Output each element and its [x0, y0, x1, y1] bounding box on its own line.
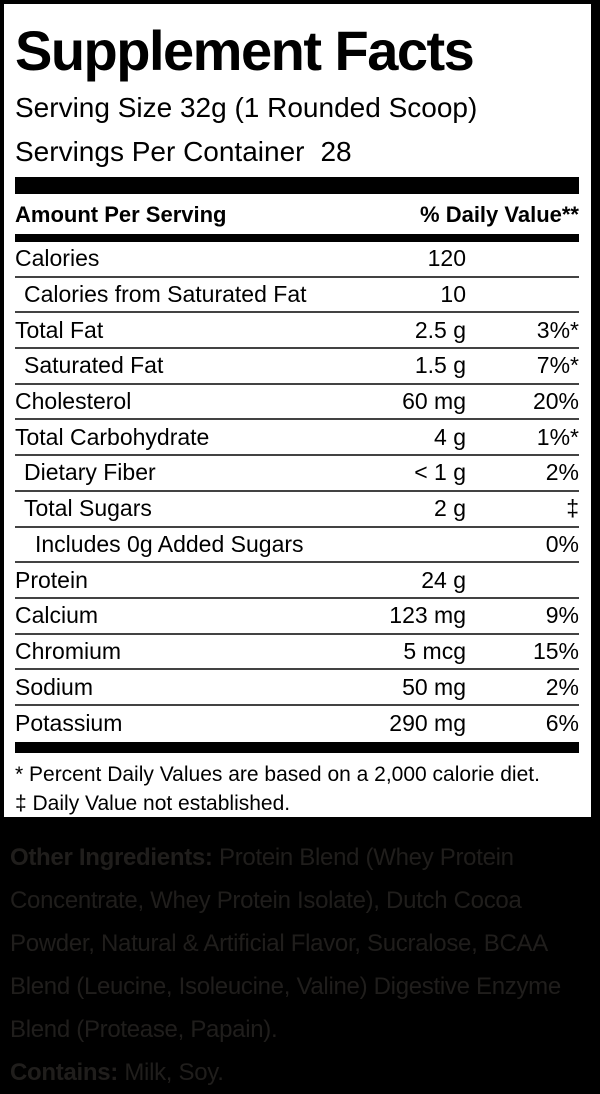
contains-label: Contains: — [10, 1059, 118, 1086]
row-label: Total Fat — [15, 316, 104, 343]
row-daily-value: 1%* — [536, 423, 579, 450]
servings-per-container-line: Servings Per Container 28 — [15, 134, 579, 170]
row-daily-value: 2% — [545, 459, 579, 486]
table-row-sodium: Sodium 50 mg 2% — [15, 670, 579, 706]
servings-per-container-value: 28 — [320, 136, 352, 167]
row-amount: 2.5 g — [414, 316, 466, 343]
footnote-daily-value-not-established: ‡ Daily Value not established. — [15, 791, 291, 815]
row-amount: 1.5 g — [414, 352, 466, 379]
daily-value-header: % Daily Value** — [420, 202, 579, 227]
row-amount: 123 mg — [389, 602, 466, 629]
separator-bar-thick — [15, 177, 579, 194]
table-row-saturated-fat: Saturated Fat 1.5 g 7%* — [15, 349, 579, 385]
ingredients-section: Other Ingredients: Protein Blend (Whey P… — [0, 817, 600, 1094]
row-daily-value: 0% — [545, 530, 579, 557]
row-daily-value: ‡ — [566, 495, 579, 522]
supplement-facts-label: Supplement Facts Serving Size 32g (1 Rou… — [4, 4, 591, 817]
table-row-total-carbohydrate: Total Carbohydrate 4 g 1%* — [15, 420, 579, 457]
table-row-calories-from-saturated-fat: Calories from Saturated Fat 10 — [15, 278, 579, 314]
facts-table: Calories 120 Calories from Saturated Fat… — [15, 242, 579, 742]
table-row-cholesterol: Cholesterol 60 mg 20% — [15, 385, 579, 421]
row-amount: 60 mg — [402, 388, 466, 415]
separator-bar-medium — [15, 234, 579, 242]
serving-size-line: Serving Size 32g (1 Rounded Scoop) — [15, 92, 478, 123]
row-label: Chromium — [15, 637, 122, 664]
row-daily-value: 9% — [545, 602, 579, 629]
row-label: Total Sugars — [24, 495, 152, 522]
row-amount: 50 mg — [402, 673, 466, 700]
table-row-total-sugars: Total Sugars 2 g ‡ — [15, 492, 579, 528]
row-daily-value: 20% — [532, 388, 579, 415]
row-amount: < 1 g — [414, 459, 466, 486]
facts-title: Supplement Facts — [15, 19, 475, 82]
row-daily-value: 7%* — [536, 352, 579, 379]
row-daily-value: 6% — [545, 710, 579, 737]
separator-bar-bottom — [15, 741, 579, 753]
table-row-added-sugars: Includes 0g Added Sugars 0% — [15, 528, 579, 564]
row-label: Sodium — [15, 673, 93, 700]
table-row-dietary-fiber: Dietary Fiber < 1 g 2% — [15, 456, 579, 492]
row-label: Calories from Saturated Fat — [24, 281, 307, 308]
contains-paragraph: Contains: Milk, Soy. — [10, 1051, 598, 1094]
row-daily-value: 3%* — [536, 316, 579, 343]
footnotes: * Percent Daily Values are based on a 2,… — [15, 753, 579, 818]
table-row-total-fat: Total Fat 2.5 g 3%* — [15, 313, 579, 350]
contains-text: Milk, Soy. — [124, 1059, 224, 1086]
row-label: Cholesterol — [15, 388, 132, 415]
table-row-chromium: Chromium 5 mcg 15% — [15, 635, 579, 671]
row-label: Dietary Fiber — [24, 459, 156, 486]
row-daily-value: 15% — [532, 637, 579, 664]
row-amount: 5 mcg — [403, 637, 466, 664]
row-label: Total Carbohydrate — [15, 423, 210, 450]
row-label: Includes 0g Added Sugars — [35, 530, 304, 557]
row-amount: 4 g — [434, 423, 466, 450]
row-amount: 24 g — [421, 566, 466, 593]
row-amount: 120 — [427, 245, 466, 272]
table-row-calcium: Calcium 123 mg 9% — [15, 599, 579, 635]
table-row-potassium: Potassium 290 mg 6% — [15, 706, 579, 742]
amount-per-serving-header: Amount Per Serving — [15, 202, 227, 227]
other-ingredients-text: Protein Blend (Whey Protein Concentrate,… — [10, 844, 561, 1043]
table-row-protein: Protein 24 g — [15, 563, 579, 599]
column-header-row: Amount Per Serving % Daily Value** — [15, 194, 579, 234]
other-ingredients-paragraph: Other Ingredients: Protein Blend (Whey P… — [10, 836, 598, 1051]
row-amount: 10 — [440, 281, 466, 308]
row-label: Calcium — [15, 602, 99, 629]
footnote-percent-daily-values: * Percent Daily Values are based on a 2,… — [15, 762, 540, 786]
row-daily-value: 2% — [545, 673, 579, 700]
row-label: Calories — [15, 245, 100, 272]
table-row-calories: Calories 120 — [15, 242, 579, 278]
row-label: Potassium — [15, 710, 123, 737]
row-amount: 2 g — [434, 495, 466, 522]
row-label: Protein — [15, 566, 88, 593]
other-ingredients-label: Other Ingredients: — [10, 844, 213, 871]
row-amount: 290 mg — [389, 710, 466, 737]
row-label: Saturated Fat — [24, 352, 164, 379]
servings-per-container-label: Servings Per Container — [15, 136, 305, 167]
